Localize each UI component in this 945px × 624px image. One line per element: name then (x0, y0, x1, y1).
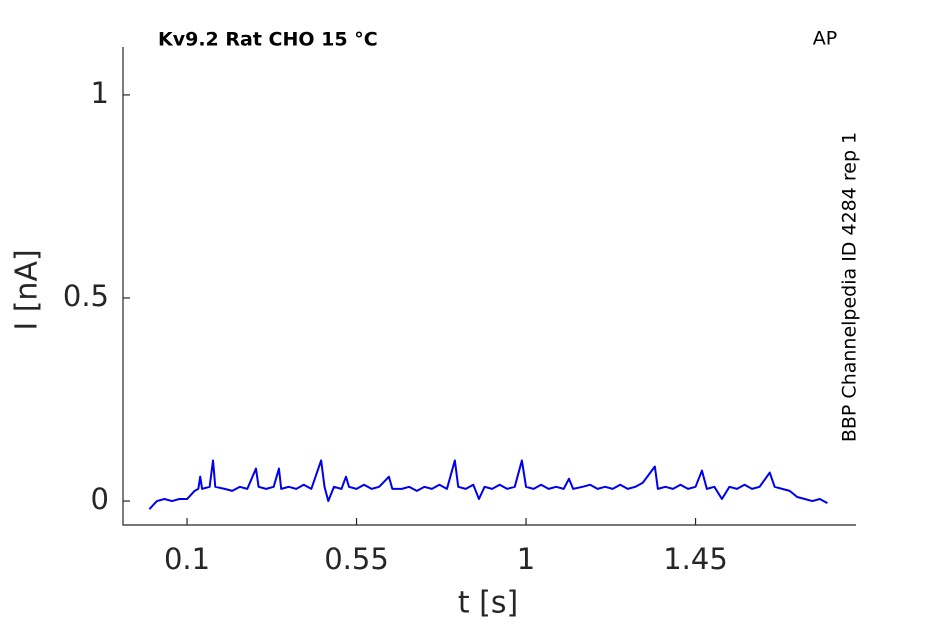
y-tick-label: 0.5 (63, 279, 109, 313)
chart-title: Kv9.2 Rat CHO 15 °C (158, 29, 378, 51)
axis-spines (122, 47, 856, 526)
side-note: BBP Channelpedia ID 4284 rep 1 (839, 132, 861, 442)
y-axis-label: I [nA] (10, 249, 45, 330)
trace-line (148, 459, 828, 510)
x-axis-label: t [s] (458, 586, 518, 621)
x-tick-label: 1.45 (663, 542, 728, 576)
x-tick-label: 0.55 (324, 542, 389, 576)
x-tick-label: 0.1 (164, 542, 210, 576)
x-tick-label: 1 (517, 542, 535, 576)
y-tick-label: 1 (91, 76, 109, 110)
corner-label: AP (813, 28, 837, 50)
y-tick-label: 0 (91, 482, 109, 516)
